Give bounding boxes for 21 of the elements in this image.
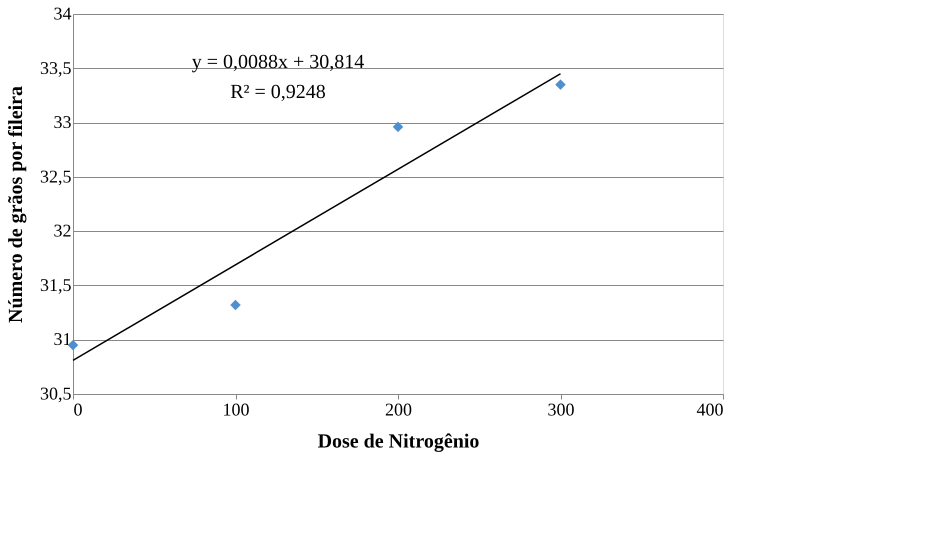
point (392, 122, 404, 132)
y-tick-label: 31,5 (40, 274, 72, 295)
x-tick-label: 200 (385, 400, 412, 420)
y-tick-label: 30,5 (40, 384, 72, 404)
y-tick-label: 32,5 (40, 166, 72, 186)
annotation: y = 0,0088x + 30,814 (192, 51, 364, 73)
x-axis-title: Dose de Nitrogênio (318, 430, 480, 452)
y-axis-title: Número de grãos por fileira (5, 86, 27, 324)
x-tick-label: 0 (74, 400, 82, 420)
x-tick-label: 400 (696, 400, 724, 420)
point (555, 79, 566, 90)
y-tick-label: 34 (54, 4, 72, 24)
y-tick-label: 32 (54, 220, 72, 241)
y-tick-label: 33 (54, 112, 72, 132)
y-tick-label: 33,5 (40, 58, 72, 78)
point (230, 300, 241, 310)
annotation: R² = 0,9248 (230, 81, 326, 103)
x-tick-label: 300 (548, 400, 574, 420)
x-tick-label: 100 (222, 400, 250, 420)
point (68, 340, 78, 350)
y-tick-label: 31 (54, 329, 72, 350)
